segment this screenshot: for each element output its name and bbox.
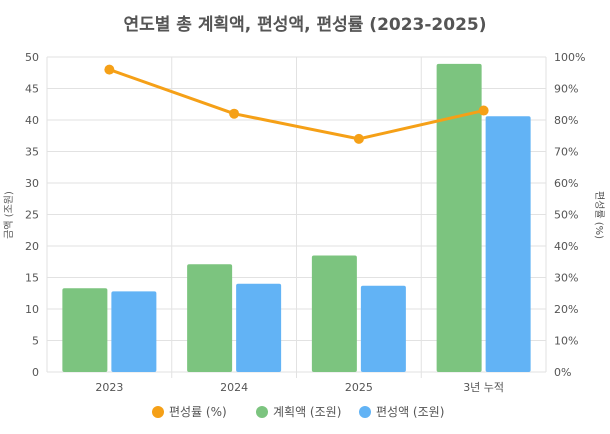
bar-allocated — [485, 116, 531, 372]
legend-item[interactable]: 편성률 (%) — [152, 405, 227, 419]
y2-tick-label: 10% — [554, 335, 578, 348]
y-axis-right: 0% 10% 20% 30% 40% 50% 60% 70% 80% 90% 100% — [554, 51, 585, 379]
y-tick-label: 25 — [25, 209, 39, 222]
y2-tick-label: 30% — [554, 272, 578, 285]
x-tick-label: 3년 누적 — [463, 381, 504, 394]
y2-tick-label: 100% — [554, 51, 585, 64]
y-axis-left-title: 금액 (조원) — [3, 191, 15, 239]
y2-tick-label: 90% — [554, 83, 578, 96]
y-tick-label: 15 — [25, 272, 39, 285]
bar-planned — [311, 255, 357, 372]
chart-title: 연도별 총 계획액, 편성액, 편성률 (2023-2025) — [123, 15, 486, 35]
legend-label: 편성액 (조원) — [376, 405, 444, 419]
rate-line — [104, 64, 489, 144]
legend-label: 계획액 (조원) — [273, 405, 341, 419]
rate-point — [104, 64, 115, 75]
rate-point — [478, 105, 489, 116]
legend-label: 편성률 (%) — [169, 405, 227, 419]
y2-tick-label: 40% — [554, 240, 578, 253]
legend[interactable]: 편성률 (%) 계획액 (조원) 편성액 (조원) — [152, 405, 444, 419]
rate-point — [229, 108, 240, 119]
y2-tick-label: 80% — [554, 114, 578, 127]
bar-allocated — [111, 291, 157, 372]
rate-point — [353, 133, 364, 144]
grid — [46, 56, 547, 378]
y-axis-left: 0 5 10 15 20 25 30 35 40 45 50 — [25, 51, 39, 379]
y2-tick-label: 70% — [554, 146, 578, 159]
y-tick-label: 45 — [25, 83, 39, 96]
legend-item[interactable]: 계획액 (조원) — [256, 405, 341, 419]
y2-tick-label: 60% — [554, 177, 578, 190]
y2-tick-label: 50% — [554, 209, 578, 222]
y2-tick-label: 0% — [554, 366, 571, 379]
bar-planned — [62, 288, 108, 372]
y-tick-label: 35 — [25, 146, 39, 159]
bar-allocated — [236, 283, 282, 372]
y-tick-label: 30 — [25, 177, 39, 190]
y-axis-right-title: 편성률 (%) — [593, 191, 605, 239]
y-tick-label: 10 — [25, 303, 39, 316]
y-tick-label: 0 — [32, 366, 39, 379]
legend-swatch — [359, 406, 371, 418]
y-tick-label: 50 — [25, 51, 39, 64]
x-tick-label: 2023 — [95, 381, 123, 394]
legend-swatch — [152, 406, 164, 418]
y-tick-label: 5 — [32, 335, 39, 348]
bar-planned — [436, 63, 482, 373]
rate-line-path — [108, 68, 484, 141]
y2-tick-label: 20% — [554, 303, 578, 316]
bars — [62, 63, 531, 373]
y-tick-label: 40 — [25, 114, 39, 127]
legend-item[interactable]: 편성액 (조원) — [359, 405, 444, 419]
bar-planned — [187, 264, 233, 372]
x-tick-label: 2025 — [345, 381, 373, 394]
legend-swatch — [256, 406, 268, 418]
x-tick-label: 2024 — [220, 381, 248, 394]
x-axis: 2023 2024 2025 3년 누적 — [95, 381, 504, 394]
y-tick-label: 20 — [25, 240, 39, 253]
bar-allocated — [360, 285, 406, 372]
